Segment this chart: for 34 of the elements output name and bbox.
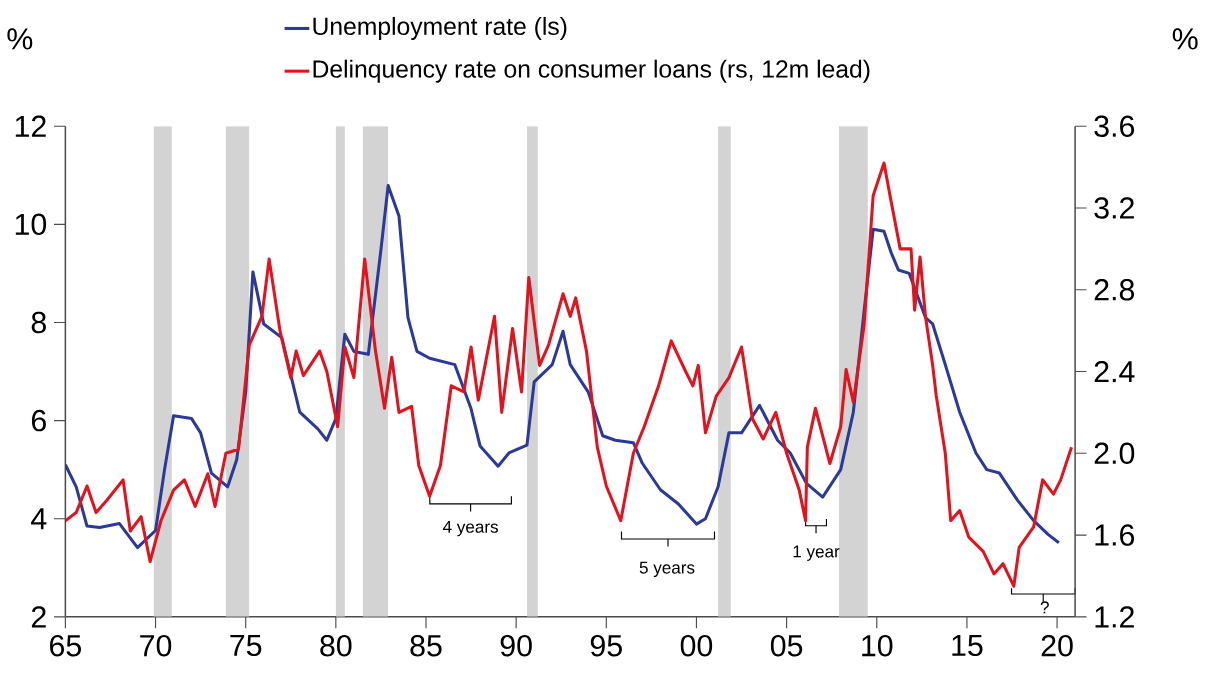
y2-axis-title: % [1172, 28, 1198, 50]
y-tick-label: 10 [15, 213, 47, 236]
line-series [65, 161, 1074, 588]
y2-tick-label: 3.2 [1094, 197, 1134, 219]
y2-tick-label: 2.8 [1094, 279, 1135, 301]
x-tick-label: 75 [230, 635, 262, 657]
x-tick-label: 90 [500, 635, 532, 657]
legend-label: Unemployment rate (ls) [313, 17, 567, 41]
x-tick-label: 70 [140, 635, 172, 657]
y2-tick-label: 2.0 [1094, 442, 1135, 465]
annotation: 4 years [442, 521, 498, 537]
y2-tick-label: 3.6 [1094, 115, 1135, 138]
y-tick-label: 2 [31, 606, 46, 628]
x-tick-label: 65 [50, 635, 81, 657]
y-tick-label: 4 [31, 508, 47, 530]
x-tick-label: 15 [952, 635, 983, 657]
y-tick-label: 8 [31, 311, 46, 334]
x-tick-label: 00 [680, 635, 713, 657]
x-tick-label: 20 [1041, 635, 1073, 657]
x-tick-label: 95 [590, 635, 622, 657]
y2-tick-label: 1.6 [1095, 524, 1135, 546]
y-axis-title: % [7, 28, 33, 50]
annotation: 1 year [793, 545, 840, 562]
legend-label: Delinquency rate on consumer loans (rs, 12m lead) [313, 59, 870, 83]
y2-tick-label: 2.4 [1094, 361, 1135, 383]
y2-tick-label: 1.2 [1095, 606, 1134, 628]
x-tick-label: 10 [862, 635, 893, 657]
x-tick-label: 05 [770, 635, 803, 657]
x-tick-label: 80 [320, 635, 352, 657]
annotation: 5 years [639, 561, 695, 578]
y-tick-label: 12 [15, 115, 46, 137]
y-tick-label: 6 [31, 409, 46, 432]
annotation: ? [1040, 601, 1049, 614]
x-tick-label: 85 [410, 635, 442, 657]
